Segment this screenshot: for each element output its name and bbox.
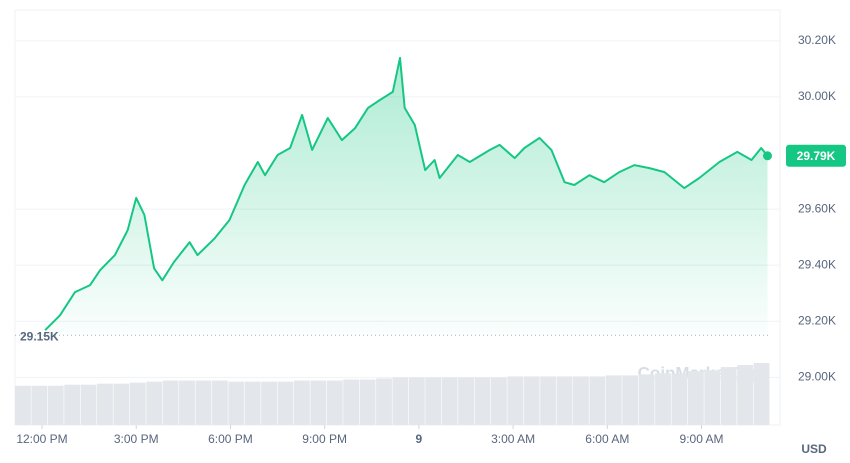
- volume-bar: [441, 377, 458, 425]
- volume-bar: [80, 384, 97, 425]
- volume-bar: [425, 377, 442, 425]
- volume-bar: [294, 380, 310, 425]
- price-area: [45, 57, 768, 336]
- current-price-label: 29.79K: [797, 149, 836, 163]
- volume-bar: [195, 380, 212, 425]
- volume-bar: [97, 383, 113, 425]
- volume-bar: [343, 379, 360, 425]
- x-tick-label: 6:00 PM: [208, 432, 253, 446]
- volume-bar: [31, 385, 48, 425]
- current-price-box: [786, 144, 846, 167]
- x-tick-label: 3:00 AM: [491, 432, 535, 446]
- volume-bar: [162, 380, 179, 425]
- volume-bar: [129, 382, 146, 425]
- volume-bar: [622, 375, 639, 425]
- y-tick-label: 29.20K: [798, 313, 836, 327]
- volume-bar: [655, 373, 671, 425]
- volume-bar: [687, 371, 704, 425]
- volume-bar: [261, 381, 278, 425]
- volume-bar: [523, 376, 540, 425]
- x-tick-label: 3:00 PM: [114, 432, 159, 446]
- volume-bar: [573, 376, 589, 425]
- y-tick-label: 30.00K: [798, 89, 836, 103]
- volume-bar: [179, 380, 195, 425]
- volume-bar: [310, 380, 327, 425]
- end-dot: [762, 151, 772, 161]
- currency-label: USD: [801, 442, 827, 456]
- volume-bar: [64, 384, 81, 425]
- x-tick-label: 6:00 AM: [585, 432, 629, 446]
- volume-bar: [15, 385, 31, 425]
- volume-bar: [392, 377, 409, 425]
- volume-bar: [113, 383, 130, 425]
- volume-bar: [458, 377, 474, 425]
- y-tick-label: 29.60K: [798, 201, 836, 215]
- volume-bar: [540, 376, 557, 425]
- price-line: [44, 56, 769, 331]
- volume-bar: [589, 376, 606, 425]
- y-tick-label: 29.00K: [798, 370, 836, 384]
- volume-bar: [605, 375, 622, 425]
- volume-bar: [671, 373, 688, 425]
- x-tick-label: 9:00 PM: [302, 432, 347, 446]
- x-tick-label: 9: [416, 432, 423, 446]
- volume-bar: [359, 379, 376, 425]
- volume-bar: [47, 385, 64, 425]
- volume-bar: [507, 376, 524, 425]
- volume-bar: [490, 377, 507, 425]
- volume-bar: [638, 374, 655, 425]
- volume-bar: [474, 377, 491, 425]
- volume-bar: [408, 377, 425, 425]
- y-tick-label: 29.40K: [798, 257, 836, 271]
- x-tick-label: 12:00 PM: [16, 432, 67, 446]
- y-tick-label: 30.20K: [798, 33, 836, 47]
- volume-bar: [704, 370, 721, 425]
- volume-bar: [277, 381, 294, 425]
- volume-bar: [720, 367, 737, 425]
- volume-bar: [244, 381, 261, 425]
- volume-bar: [753, 363, 770, 425]
- x-tick-label: 9:00 AM: [680, 432, 724, 446]
- volume-bar: [211, 380, 228, 425]
- volume-bar: [146, 381, 163, 425]
- volume-bar: [228, 381, 245, 425]
- volume-bar: [556, 376, 573, 425]
- volume-bar: [376, 378, 392, 425]
- volume-bar: [737, 365, 753, 425]
- volume-bar: [326, 380, 343, 425]
